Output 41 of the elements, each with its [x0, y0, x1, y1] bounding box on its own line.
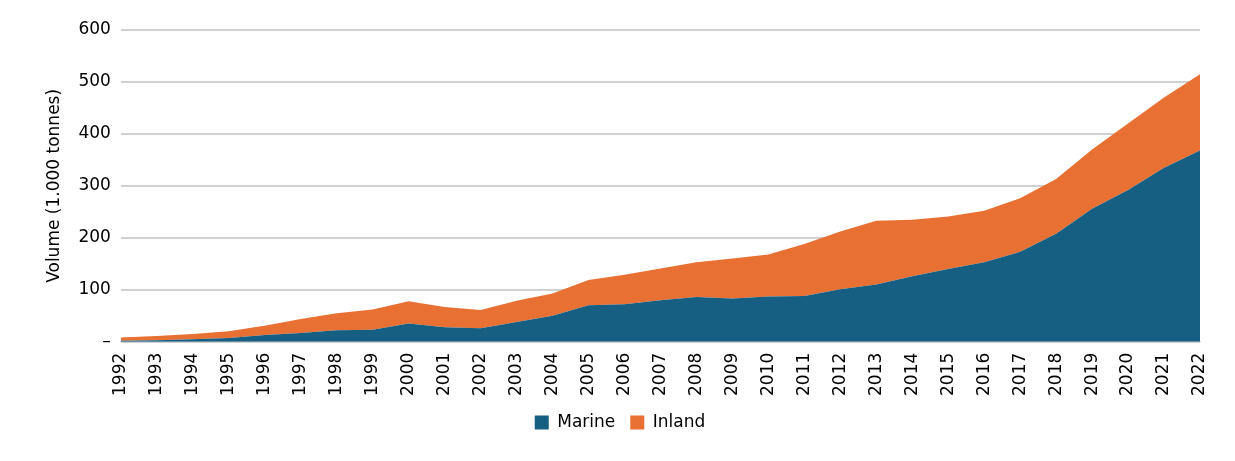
x-tick-label: 2007 — [648, 352, 669, 396]
x-tick-label: 1998 — [325, 352, 346, 396]
x-tick-label: 1995 — [217, 352, 238, 396]
legend-label: Marine — [557, 410, 616, 431]
x-tick-label: 2001 — [433, 352, 454, 396]
x-tick-label: 2020 — [1116, 352, 1137, 396]
x-tick-label: 2015 — [936, 352, 957, 396]
x-tick-label: 2018 — [1044, 352, 1065, 396]
x-tick-label: 2000 — [397, 352, 418, 396]
x-tick-label: 2022 — [1188, 352, 1209, 396]
y-tick-label: 400 — [78, 122, 111, 143]
x-tick-label: 2017 — [1008, 352, 1029, 396]
y-tick-label: – — [102, 330, 111, 351]
x-tick-label: 2012 — [828, 352, 849, 396]
x-tick-label: 2006 — [612, 352, 633, 396]
x-tick-label: 2014 — [900, 352, 921, 396]
x-tick-label: 2013 — [864, 352, 885, 396]
x-tick-label: 1999 — [361, 352, 382, 396]
x-tick-label: 2004 — [540, 352, 561, 396]
x-tick-label: 1996 — [253, 352, 274, 396]
x-tick-label: 2019 — [1080, 352, 1101, 396]
x-tick-label: 1997 — [289, 352, 310, 396]
x-tick-label: 2021 — [1152, 352, 1173, 396]
x-tick-label: 2005 — [576, 352, 597, 396]
y-axis-title: Volume (1.000 tonnes) — [42, 88, 63, 283]
y-tick-label: 500 — [78, 70, 111, 91]
x-tick-label: 2003 — [504, 352, 525, 396]
y-tick-label: 200 — [78, 226, 111, 247]
x-tick-label: 2011 — [792, 352, 813, 396]
x-tick-label: 2008 — [684, 352, 705, 396]
y-tick-label: 100 — [78, 278, 111, 299]
x-tick-label: 2002 — [468, 352, 489, 396]
legend-label: Inland — [652, 410, 706, 431]
x-tick-label: 1994 — [181, 352, 202, 396]
x-tick-label: 1992 — [109, 352, 130, 396]
x-tick-label: 2009 — [720, 352, 741, 396]
x-tick-label: 2010 — [756, 352, 777, 396]
x-tick-label: 2016 — [972, 352, 993, 396]
x-tick-label: 1993 — [145, 352, 166, 396]
y-tick-label: 600 — [78, 18, 111, 39]
y-tick-label: 300 — [78, 174, 111, 195]
